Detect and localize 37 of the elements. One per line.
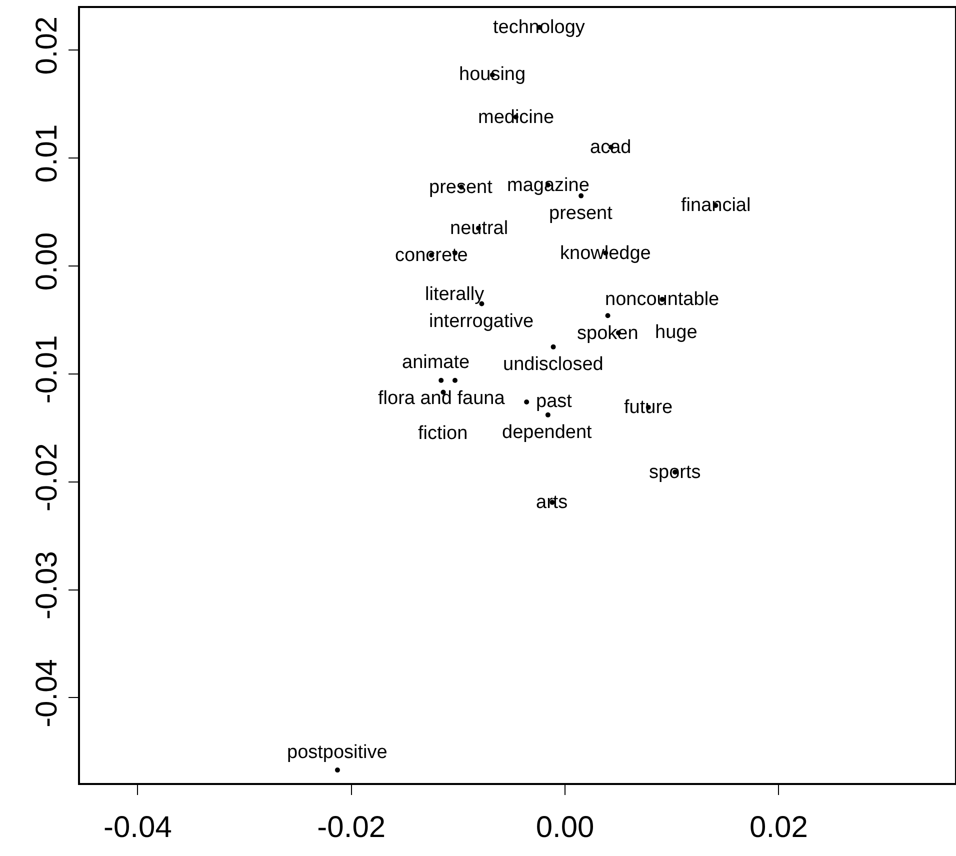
data-label: flora and fauna bbox=[378, 388, 506, 409]
x-tick-label: -0.04 bbox=[103, 810, 172, 844]
y-tick-label: -0.01 bbox=[30, 335, 64, 404]
data-label: animate bbox=[402, 352, 470, 373]
data-label: present bbox=[429, 177, 494, 198]
data-label: medicine bbox=[478, 107, 554, 128]
data-label: undisclosed bbox=[503, 354, 604, 375]
x-tick-label: 0.02 bbox=[750, 810, 808, 844]
x-tick-label: 0.00 bbox=[536, 810, 594, 844]
data-label: past bbox=[536, 391, 573, 412]
y-tick-label: -0.03 bbox=[30, 551, 64, 620]
data-label: present bbox=[549, 203, 614, 224]
y-tick-label: 0.01 bbox=[30, 124, 64, 183]
x-tick-label: -0.02 bbox=[317, 810, 386, 844]
data-label: spoken bbox=[577, 323, 638, 344]
data-label: neutral bbox=[450, 218, 508, 239]
data-label: literally bbox=[425, 284, 485, 305]
y-tick-label: -0.02 bbox=[30, 443, 64, 512]
data-label: dependent bbox=[502, 422, 593, 443]
data-label: noncountable bbox=[605, 289, 720, 310]
y-tick-label: 0.00 bbox=[30, 232, 64, 291]
y-tick-label: -0.04 bbox=[30, 659, 64, 728]
data-label: sports bbox=[649, 462, 701, 483]
data-label: technology bbox=[493, 17, 586, 38]
data-label: fiction bbox=[418, 423, 468, 444]
data-label: financial bbox=[681, 195, 751, 216]
data-label: acad bbox=[590, 137, 632, 158]
data-label: interrogative bbox=[429, 311, 534, 332]
data-label: knowledge bbox=[560, 243, 651, 264]
data-label: postpositive bbox=[287, 742, 388, 763]
data-label: concrete bbox=[395, 245, 468, 266]
data-label: housing bbox=[459, 64, 526, 85]
y-tick-label: 0.02 bbox=[30, 16, 64, 75]
data-label: magazine bbox=[507, 175, 590, 196]
data-label: future bbox=[624, 397, 673, 418]
data-label: huge bbox=[655, 322, 698, 343]
data-label: arts bbox=[536, 492, 568, 513]
